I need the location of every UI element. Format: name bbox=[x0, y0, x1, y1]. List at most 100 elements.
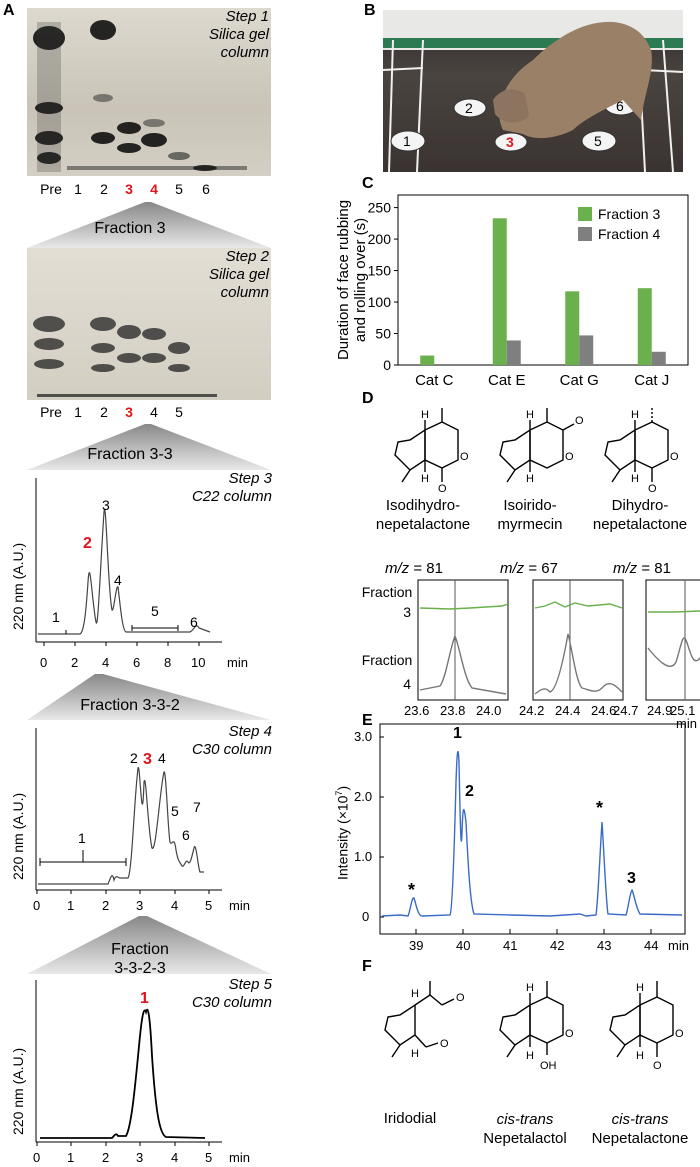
e-ylabel-close: ) bbox=[334, 785, 351, 791]
step3-peak-1: 1 bbox=[52, 609, 60, 625]
plate-label: 2 bbox=[465, 100, 473, 116]
xunit: min bbox=[668, 938, 689, 953]
step3-yaxis-label: 220 nm (A.U.) bbox=[10, 542, 26, 630]
fraction-3-d-line2: 3 bbox=[403, 604, 411, 620]
chart-c-ytick-label: 100 bbox=[368, 294, 392, 310]
xtick: 23.8 bbox=[440, 703, 466, 718]
mz-value: = 81 bbox=[637, 560, 671, 577]
svg-text:H: H bbox=[421, 409, 429, 421]
xtick: 24.7 bbox=[613, 703, 639, 718]
lane-label: 3 bbox=[125, 404, 133, 420]
step5-line1: Step 5 bbox=[228, 976, 272, 993]
chart-c-category-label: Cat C bbox=[415, 372, 454, 389]
step1-line2: Silica gel bbox=[208, 26, 269, 43]
e-ylabel: Intensity (×107) bbox=[334, 786, 351, 880]
chart-c-category-label: Cat J bbox=[634, 372, 669, 389]
svg-text:O: O bbox=[675, 1028, 684, 1040]
chart-c-bar bbox=[420, 355, 435, 365]
ytick: 3.0 bbox=[354, 729, 373, 744]
mz-italic: m/z bbox=[385, 560, 410, 577]
compound-2-line2: myrmecin bbox=[497, 516, 563, 533]
fraction-3-connector bbox=[27, 202, 271, 248]
plate-label: 3 bbox=[506, 134, 514, 150]
mz-label-2: m/z = 67 bbox=[500, 560, 558, 577]
panel-c-letter: C bbox=[362, 175, 374, 192]
compound-nepetalactol: cis-trans Nepetalactol bbox=[470, 1110, 580, 1148]
xtick: 24.4 bbox=[555, 703, 581, 718]
svg-text:O: O bbox=[456, 992, 465, 1004]
xtick: 2 bbox=[102, 1150, 110, 1165]
xtick: 4 bbox=[102, 655, 110, 670]
lane-label: 4 bbox=[150, 404, 158, 420]
bar-chart-c: 0 50 100 150 200 250 Cat C Cat E Cat G Cat J Fract… bbox=[335, 194, 689, 389]
plate-label: 5 bbox=[594, 133, 602, 149]
chart-c-ytick-label: 200 bbox=[368, 231, 392, 247]
chart-c-legend-swatch bbox=[578, 227, 592, 241]
xtick: 10 bbox=[191, 655, 206, 670]
chart-c-bar bbox=[506, 340, 521, 365]
chart-c-bar bbox=[565, 291, 580, 365]
e-peak-1: 1 bbox=[453, 725, 462, 742]
chart-c-ytick-label: 150 bbox=[368, 263, 392, 279]
mz-value: = 67 bbox=[524, 560, 558, 577]
step4-peak-7: 7 bbox=[193, 799, 201, 815]
xunit: min bbox=[229, 1150, 250, 1165]
chart-c-bar bbox=[651, 351, 666, 365]
svg-text:O: O bbox=[565, 1028, 574, 1040]
chromatogram-step5 bbox=[35, 980, 222, 1146]
svg-text:H: H bbox=[631, 473, 639, 485]
chart-c-ytick-label: 50 bbox=[375, 326, 391, 342]
xtick: 0 bbox=[40, 655, 48, 670]
lane-label: 2 bbox=[100, 181, 108, 197]
fraction-4-label-d: Fraction 4 bbox=[357, 648, 417, 696]
chart-c-bar bbox=[492, 218, 507, 365]
e-ylabel-text: Intensity (×10 bbox=[334, 795, 351, 880]
fraction-3-3-label: Fraction 3-3 bbox=[87, 446, 173, 463]
step4-yaxis-label: 220 nm (A.U.) bbox=[10, 792, 26, 880]
chart-c-ytick-label: 250 bbox=[368, 200, 392, 216]
xtick: 44 bbox=[644, 938, 659, 953]
chart-c-bar bbox=[637, 288, 652, 365]
svg-text:H: H bbox=[526, 409, 534, 421]
lane-label: 4 bbox=[150, 181, 158, 197]
lane-label: 3 bbox=[125, 181, 133, 197]
compound-3-line1: Dihydro- bbox=[611, 497, 669, 514]
chromatogram-step4 bbox=[35, 728, 222, 894]
svg-text:H: H bbox=[421, 473, 429, 485]
svg-text:O: O bbox=[460, 451, 469, 463]
e-peak-star: * bbox=[596, 798, 604, 818]
svg-text:H: H bbox=[631, 409, 639, 421]
compound-1-line2: nepetalactone bbox=[375, 516, 471, 533]
svg-text:O: O bbox=[670, 451, 679, 463]
compound-iridodial: Iridodial bbox=[383, 1110, 437, 1127]
compound-3-line2: nepetalactone bbox=[592, 516, 688, 533]
xtick: 5 bbox=[205, 898, 213, 913]
tlc-plate-1: Step 1 Silica gel column bbox=[27, 8, 271, 176]
compound-2: Isoirido- myrmecin bbox=[475, 496, 585, 534]
mz-italic: m/z bbox=[500, 560, 525, 577]
svg-text:O: O bbox=[648, 483, 657, 495]
xtick: 8 bbox=[164, 655, 172, 670]
lane-label: 2 bbox=[100, 404, 108, 420]
step4-line1: Step 4 bbox=[228, 723, 272, 740]
xtick: 40 bbox=[456, 938, 471, 953]
fraction-3-3-2-label: Fraction 3-3-2 bbox=[80, 697, 180, 714]
svg-text:H: H bbox=[526, 982, 534, 994]
step5-peak-1: 1 bbox=[140, 990, 149, 1007]
nepetalactone-line2: Nepetalactone bbox=[591, 1130, 689, 1147]
xtick: 43 bbox=[597, 938, 612, 953]
e-peak-3: 3 bbox=[627, 870, 636, 887]
xtick: 24.2 bbox=[519, 703, 545, 718]
xtick: 2 bbox=[102, 898, 110, 913]
chart-c-ytick-label: 0 bbox=[383, 357, 391, 373]
tlc-plate-2: Step 2 Silica gel column bbox=[27, 248, 271, 400]
xtick: 24.6 bbox=[591, 703, 617, 718]
panel-d-letter: D bbox=[362, 390, 374, 407]
xtick: 24.9 bbox=[647, 703, 673, 718]
lane-label: 5 bbox=[175, 404, 183, 420]
mz-traces-d bbox=[417, 579, 700, 701]
xunit: min bbox=[227, 655, 248, 670]
chart-c-category-label: Cat E bbox=[488, 372, 526, 389]
panel-a-letter: A bbox=[3, 2, 15, 19]
lane-label: 6 bbox=[202, 181, 210, 197]
